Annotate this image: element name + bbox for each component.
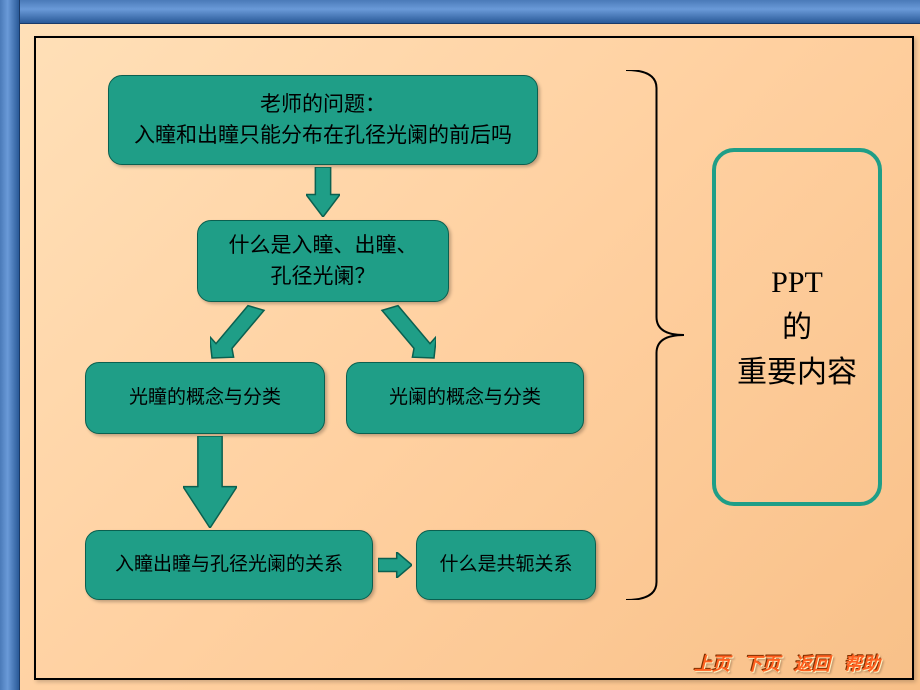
side-text-line: 重要内容	[737, 350, 857, 395]
node-side-summary: PPT 的 重要内容	[712, 148, 882, 506]
right-brace	[618, 70, 688, 605]
node-text: 光阑的概念与分类	[389, 384, 541, 413]
arrow-down-1	[306, 167, 340, 217]
side-text-line: PPT	[771, 260, 823, 305]
arrow-down-big	[183, 436, 237, 528]
node-what-is-pupil: 什么是入瞳、出瞳、 孔径光阑？	[197, 220, 449, 302]
arrow-split-right	[380, 304, 436, 360]
arrow-right	[378, 552, 412, 578]
arrow-split-left	[210, 304, 266, 360]
bottom-nav: 上页 下页 返回 帮助	[694, 650, 880, 676]
left-bar	[0, 0, 20, 690]
node-conjugate: 什么是共轭关系	[416, 530, 596, 600]
nav-back-button[interactable]: 返回	[794, 650, 830, 676]
node-text-line: 孔径光阑？	[271, 261, 376, 293]
nav-prev-button[interactable]: 上页	[694, 650, 730, 676]
nav-help-button[interactable]: 帮助	[844, 650, 880, 676]
node-text-line: 入瞳和出瞳只能分布在孔径光阑的前后吗	[134, 120, 512, 152]
node-text-line: 老师的问题：	[260, 89, 386, 121]
nav-next-button[interactable]: 下页	[744, 650, 780, 676]
node-text: 什么是共轭关系	[439, 551, 572, 580]
node-teacher-question: 老师的问题： 入瞳和出瞳只能分布在孔径光阑的前后吗	[108, 75, 538, 165]
node-stop-concept: 光阑的概念与分类	[346, 362, 584, 434]
side-text-line: 的	[782, 305, 812, 350]
node-pupil-concept: 光瞳的概念与分类	[85, 362, 325, 434]
node-relation: 入瞳出瞳与孔径光阑的关系	[85, 530, 373, 600]
node-text-line: 什么是入瞳、出瞳、	[229, 230, 418, 262]
top-bar	[0, 0, 920, 24]
node-text: 光瞳的概念与分类	[129, 384, 281, 413]
node-text: 入瞳出瞳与孔径光阑的关系	[115, 551, 343, 580]
